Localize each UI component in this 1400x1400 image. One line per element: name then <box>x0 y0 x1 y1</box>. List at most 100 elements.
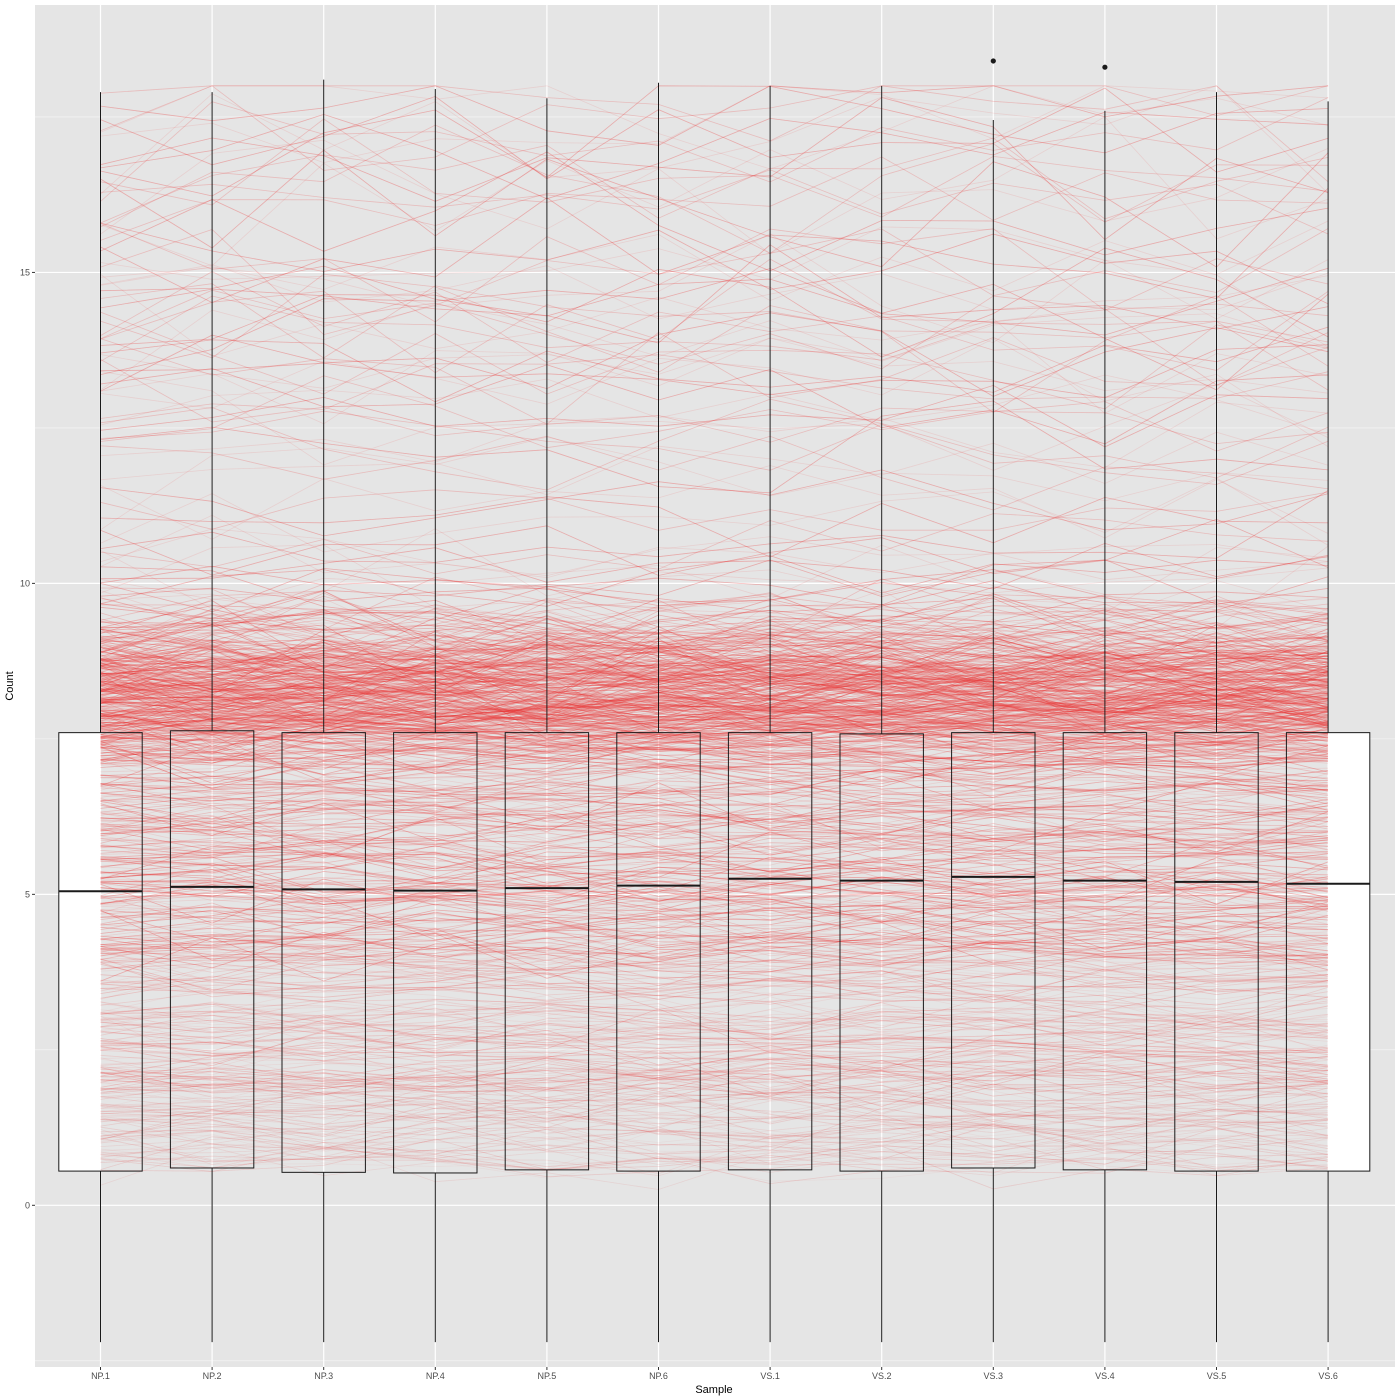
gene-line <box>100 685 1329 728</box>
gene-line <box>100 937 1329 982</box>
gene-line <box>100 986 1329 1011</box>
gene-line <box>100 689 1329 732</box>
gene-line <box>100 187 1329 304</box>
gene-line <box>100 711 1329 742</box>
gene-line <box>100 567 1329 637</box>
gene-line <box>100 908 1329 950</box>
gene-line <box>100 860 1329 905</box>
gene-line <box>100 1106 1329 1148</box>
box-VS.1 <box>727 732 813 1171</box>
gene-line <box>100 643 1329 680</box>
gene-line <box>100 672 1329 720</box>
gene-line <box>100 684 1329 735</box>
gene-line <box>100 1037 1329 1075</box>
gene-line <box>100 962 1329 1006</box>
gene-line <box>100 1052 1329 1082</box>
gene-line <box>100 137 1329 224</box>
gene-line <box>100 738 1329 789</box>
gene-line <box>100 908 1329 950</box>
gene-line <box>100 781 1329 823</box>
gene-line <box>100 718 1329 750</box>
gene-line <box>100 759 1329 806</box>
gene-line <box>100 1055 1329 1102</box>
gene-line <box>100 703 1329 754</box>
gene-line <box>100 615 1329 658</box>
gene-line <box>100 1102 1329 1140</box>
gene-line <box>100 684 1329 735</box>
gene-line <box>100 326 1329 403</box>
gene-line <box>100 1121 1329 1154</box>
gene-line <box>100 592 1329 661</box>
x-tick-label: VS.1 <box>760 1371 780 1381</box>
gene-line <box>100 711 1329 742</box>
gene-line <box>100 1139 1329 1177</box>
gene-line <box>100 124 1329 254</box>
gene-line <box>100 1106 1329 1148</box>
gene-line <box>100 963 1329 1010</box>
gene-line <box>100 1015 1329 1049</box>
gene-line <box>100 620 1329 682</box>
gene-line <box>100 837 1329 879</box>
gene-line <box>100 618 1329 690</box>
gene-line <box>100 1126 1329 1165</box>
gene-line <box>100 658 1329 704</box>
gene-line <box>100 674 1329 715</box>
gene-line <box>100 692 1329 733</box>
gene-line <box>100 945 1329 989</box>
gene-line <box>100 908 1329 952</box>
gene-line <box>100 1052 1329 1089</box>
gene-line <box>100 973 1329 1006</box>
gene-line <box>100 1034 1329 1062</box>
gene-line <box>100 1059 1329 1101</box>
gene-line <box>100 732 1329 775</box>
x-tick-label: VS.6 <box>1318 1371 1338 1381</box>
gene-line <box>100 1108 1329 1141</box>
gene-line <box>100 677 1329 716</box>
gene-line <box>100 1136 1329 1172</box>
gene-line <box>100 1136 1329 1172</box>
gene-line <box>100 554 1329 606</box>
gene-line <box>100 970 1329 1000</box>
gene-line <box>100 401 1329 468</box>
gene-line <box>100 667 1329 700</box>
gene-line <box>100 945 1329 989</box>
gene-line <box>100 1044 1329 1088</box>
gene-line <box>100 580 1329 644</box>
gene-line <box>100 1136 1329 1172</box>
gene-line <box>100 718 1329 737</box>
gene-line <box>100 682 1329 734</box>
gene-line <box>100 921 1329 959</box>
gene-line <box>100 149 1329 268</box>
gene-line <box>100 580 1329 644</box>
gene-line <box>100 1097 1329 1128</box>
gene-line <box>100 618 1329 702</box>
gene-line <box>100 615 1329 677</box>
gene-line <box>100 1097 1329 1138</box>
gene-line <box>100 647 1329 706</box>
gene-line <box>100 754 1329 799</box>
gene-line <box>100 477 1329 553</box>
gene-line <box>100 641 1329 700</box>
gene-line <box>100 727 1329 770</box>
gene-line <box>100 647 1329 710</box>
outlier-point <box>1102 64 1108 70</box>
gene-line <box>100 667 1329 727</box>
gene-line <box>100 701 1329 733</box>
gene-line <box>100 704 1329 731</box>
y-tick-label: 15 <box>20 267 30 277</box>
gene-line <box>100 1044 1329 1088</box>
gene-line <box>100 757 1329 776</box>
gene-line <box>100 645 1329 702</box>
gene-line <box>100 670 1329 719</box>
gene-line <box>100 840 1329 889</box>
gene-line <box>100 637 1329 700</box>
gene-line <box>100 708 1329 750</box>
gene-line <box>100 85 1329 197</box>
gene-line <box>100 958 1329 992</box>
gene-line <box>100 876 1329 905</box>
gene-line <box>100 738 1329 775</box>
gene-line <box>100 862 1329 902</box>
gene-line <box>100 963 1329 1010</box>
gene-line <box>100 1043 1329 1079</box>
gene-line <box>100 612 1329 683</box>
